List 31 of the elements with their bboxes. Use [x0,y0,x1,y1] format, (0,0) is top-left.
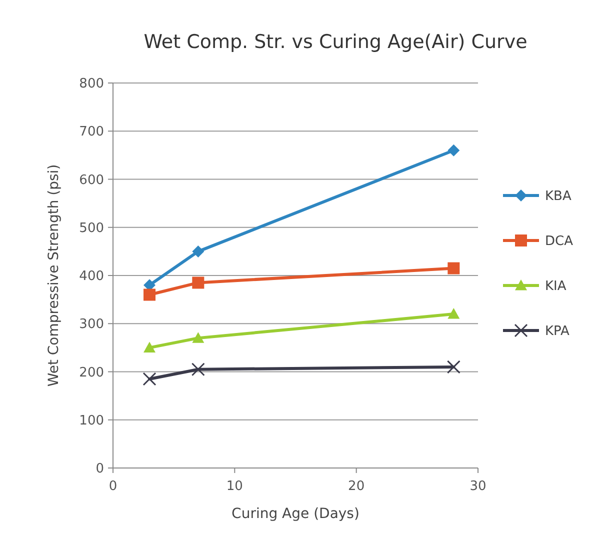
point [192,332,204,343]
y-axis-title: Wet Compressive Strength (psi) [46,164,62,387]
point [448,144,460,156]
chart-title: Wet Comp. Str. vs Curing Age(Air) Curve [144,31,528,53]
point [191,362,205,376]
x-tick-label: 10 [226,479,243,494]
y-tick-label: 500 [79,220,104,236]
y-tick-label: 200 [79,365,104,380]
legend-label: KPA [545,324,570,340]
point [144,342,156,352]
legend-label: DCA [545,234,574,250]
x-tick-label: 30 [470,479,486,494]
y-tick-label: 300 [79,317,104,332]
y-tick-label: 100 [79,413,104,428]
point [192,276,204,289]
y-tick-label: 700 [79,124,104,140]
y-tick-label: 800 [79,76,104,92]
point [142,372,156,386]
x-tick-label: 0 [108,479,118,494]
y-tick-label: 600 [79,172,104,188]
legend-label: KIA [545,279,566,294]
x-tick-label: 20 [348,479,365,494]
y-tick-label: 0 [96,462,104,477]
point [448,308,460,319]
y-tick-label: 400 [79,269,104,284]
point [144,288,156,301]
x-axis-title: Curing Age (Days) [232,506,360,522]
legend-label: KBA [545,189,572,204]
point [192,245,204,258]
point [448,262,460,274]
point [446,360,460,374]
